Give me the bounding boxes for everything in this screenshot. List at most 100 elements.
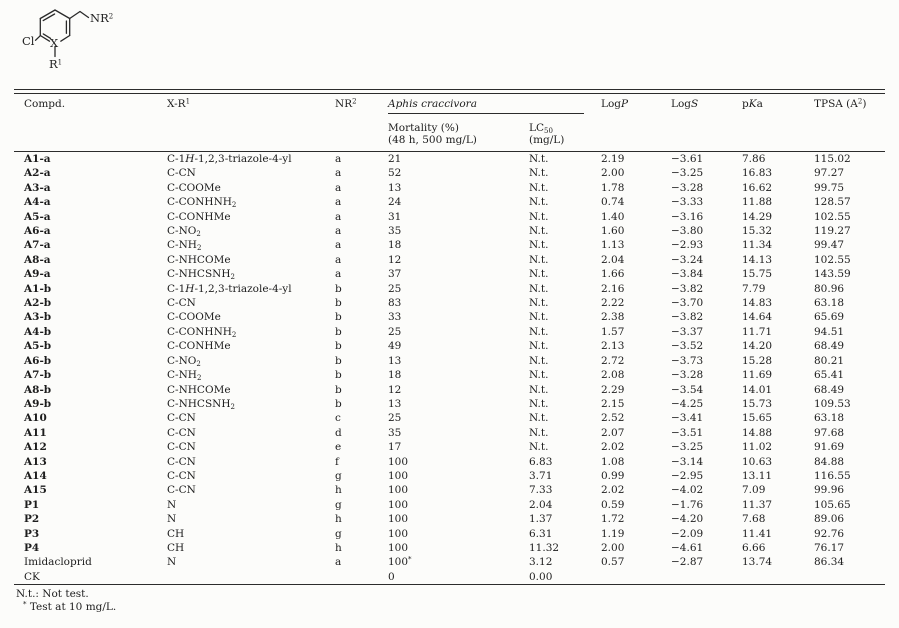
cell-mortality: 18 (388, 239, 402, 252)
cell-xr1: N (167, 498, 177, 511)
cell-lc50: N.t. (529, 253, 549, 266)
cell-xr1: N (167, 513, 177, 526)
cell-tpsa: 105.65 (814, 498, 851, 511)
cell-nr2: c (335, 412, 341, 425)
cell-tpsa: 84.88 (814, 455, 845, 468)
cell-lc50: 6.83 (529, 455, 553, 468)
cell-mortality: 31 (388, 210, 402, 223)
cell-logs: −3.51 (671, 426, 704, 439)
cell-nr2: h (335, 484, 342, 497)
cell-nr2: a (335, 253, 342, 266)
cell-logs: −3.28 (671, 181, 704, 194)
cell-compd: Imidacloprid (24, 556, 92, 569)
cell-logs: −3.54 (671, 383, 704, 396)
header-lc50: LC50 (mg/L) (529, 122, 601, 152)
cell-pka: 13.11 (742, 469, 773, 482)
cell-mortality: 13 (388, 397, 402, 410)
cell-pka: 11.69 (742, 369, 773, 382)
table-row: A12 C-CN e 17 N.t. 2.02 −3.25 11.02 91.69 (14, 440, 885, 454)
cell-compd: A14 (24, 469, 47, 482)
cell-pka: 11.34 (742, 239, 773, 252)
cell-mortality: 13 (388, 181, 402, 194)
cell-mortality: 33 (388, 311, 402, 324)
header-aphis-craccivora: Aphis craccivora (388, 98, 584, 114)
cell-compd: P3 (24, 527, 40, 540)
cell-logs: −4.61 (671, 541, 704, 554)
cell-logs: −3.16 (671, 210, 704, 223)
cell-mortality: 18 (388, 369, 402, 382)
cell-xr1: C-CONHMe (167, 210, 231, 223)
molecule-structure: Cl X R1 NR2 (14, 4, 184, 86)
cell-nr2: a (335, 210, 342, 223)
table-row: A9-a C-NHCSNH2 a 37 N.t. 1.66 −3.84 15.75 143.59 (14, 267, 885, 281)
table-row: A9-b C-NHCSNH2 b 13 N.t. 2.15 −4.25 15.73 109.53 (14, 397, 885, 411)
cell-tpsa: 63.18 (814, 412, 845, 425)
cell-xr1: C-CN (167, 426, 196, 439)
cell-tpsa: 92.76 (814, 527, 845, 540)
cell-logs: −3.73 (671, 354, 704, 367)
cell-xr1: C-NHCSNH2 (167, 268, 235, 282)
cell-nr2: a (335, 239, 342, 252)
cell-tpsa: 68.49 (814, 383, 845, 396)
table-row: A10 C-CN c 25 N.t. 2.52 −3.41 15.65 63.18 (14, 411, 885, 425)
cell-pka: 14.13 (742, 253, 773, 266)
cell-xr1: C-COOMe (167, 181, 221, 194)
cell-logs: −3.25 (671, 167, 704, 180)
header-compd: Compd. (14, 95, 167, 152)
cell-xr1: C-CONHMe (167, 340, 231, 353)
cell-mortality: 100 (388, 455, 409, 468)
cell-tpsa: 109.53 (814, 397, 851, 410)
cell-xr1: C-CN (167, 441, 196, 454)
cell-mortality: 100* (388, 555, 412, 569)
cell-nr2: a (335, 268, 342, 281)
cell-pka: 15.75 (742, 268, 773, 281)
header-tpsa: TPSA (A2) (814, 95, 885, 152)
cell-logp: 0.59 (601, 498, 625, 511)
cell-xr1: C-COOMe (167, 311, 221, 324)
cell-xr1: C-CN (167, 297, 196, 310)
cell-mortality: 100 (388, 484, 409, 497)
cell-pka: 11.71 (742, 325, 773, 338)
cell-lc50: N.t. (529, 325, 549, 338)
cell-nr2: b (335, 340, 342, 353)
cell-xr1: C-NH2 (167, 369, 202, 383)
cell-compd: A2-b (24, 297, 52, 310)
cell-logp: 2.16 (601, 282, 625, 295)
cell-compd: A5-a (24, 210, 51, 223)
header-logs: LogS (671, 95, 742, 152)
table-row: A13 C-CN f 100 6.83 1.08 −3.14 10.63 84.88 (14, 455, 885, 469)
cell-xr1: CH (167, 527, 185, 540)
cell-nr2: b (335, 369, 342, 382)
cell-tpsa: 80.21 (814, 354, 845, 367)
cell-tpsa: 97.68 (814, 426, 845, 439)
cell-xr1: C-NO2 (167, 225, 201, 239)
cell-compd: A12 (24, 441, 47, 454)
cell-lc50: N.t. (529, 383, 549, 396)
cell-nr2: g (335, 527, 342, 540)
cell-nr2: b (335, 354, 342, 367)
cell-mortality: 37 (388, 268, 402, 281)
cell-xr1: C-CONHNH2 (167, 196, 237, 210)
cell-xr1: N (167, 556, 177, 569)
footnote-nt: N.t.: Not test. (16, 588, 89, 600)
cell-logs: −2.93 (671, 239, 704, 252)
cell-lc50: 0.00 (529, 569, 601, 586)
cell-logp: 2.72 (601, 354, 625, 367)
cell-xr1: C-NO2 (167, 354, 201, 368)
cell-logp: 2.22 (601, 297, 625, 310)
header-xr1: X-R1 (167, 95, 335, 152)
table-row: A6-b C-NO2 b 13 N.t. 2.72 −3.73 15.28 80.21 (14, 354, 885, 368)
cell-tpsa: 102.55 (814, 253, 851, 266)
cell-nr2: a (335, 167, 342, 180)
cell-compd: A10 (24, 412, 47, 425)
cell-logp: 2.13 (601, 340, 625, 353)
cell-tpsa: 89.06 (814, 513, 845, 526)
cell-mortality: 100 (388, 469, 409, 482)
cell-nr2: b (335, 397, 342, 410)
cell-nr2: a (335, 196, 342, 209)
cell-pka: 14.83 (742, 297, 773, 310)
cell-logp: 1.72 (601, 513, 625, 526)
cell-nr2: a (335, 153, 342, 165)
